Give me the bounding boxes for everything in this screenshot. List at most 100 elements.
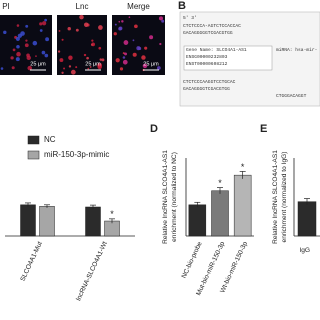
cell-dot — [16, 51, 21, 57]
cell-dot — [63, 67, 66, 70]
cell-dot — [26, 55, 31, 61]
cell-dot — [124, 52, 128, 56]
bar — [85, 206, 101, 237]
cell-dot — [41, 50, 46, 55]
scale-bar-label: 25 μm — [143, 61, 159, 67]
sequence-line: CTCTCCCA-AGTCTCCACCAC — [183, 23, 241, 29]
cell-dot — [83, 22, 89, 27]
cell-dot — [59, 58, 64, 63]
cell-dot — [15, 57, 20, 62]
cell-dot — [113, 32, 117, 36]
cell-dot — [12, 48, 16, 52]
scale-bar-label: 25 μm — [85, 61, 101, 67]
y-axis-label: enrichment (normalized to IgG) — [281, 152, 288, 243]
cell-dot — [141, 55, 146, 60]
cell-dot — [91, 39, 94, 42]
cell-dot — [58, 29, 61, 32]
cell-dot — [79, 14, 84, 20]
cell-dot — [25, 24, 29, 28]
cell-dot — [161, 19, 165, 23]
cell-dot — [98, 25, 103, 30]
cell-dot — [132, 39, 135, 42]
cell-dot — [11, 66, 15, 70]
cell-dot — [44, 18, 48, 22]
cell-dot — [39, 22, 43, 26]
cell-dot — [114, 23, 117, 26]
significance: * — [218, 178, 222, 188]
bar — [188, 204, 207, 237]
bar — [39, 206, 55, 237]
legend-swatch — [27, 150, 40, 160]
bar — [297, 201, 317, 237]
cell-dot — [99, 58, 102, 61]
cell-dot — [75, 28, 79, 32]
bar — [211, 190, 229, 237]
significance: * — [241, 162, 245, 172]
cell-dot — [35, 55, 37, 57]
cell-dot — [87, 67, 90, 70]
panel-label: E — [260, 123, 267, 135]
cell-dot — [97, 62, 103, 68]
cell-dot — [20, 31, 25, 36]
cell-dot — [68, 65, 72, 68]
cell-dot — [86, 56, 89, 60]
legend-label: miR-150-3p-mimic — [44, 150, 109, 159]
cell-dot — [15, 36, 20, 41]
cell-dot — [44, 53, 49, 58]
sequence-line: CTGGGACAGGT — [276, 93, 307, 99]
cell-dot — [32, 40, 38, 46]
cell-dot — [75, 66, 78, 69]
cell-dot — [149, 35, 154, 40]
cell-dot — [61, 38, 64, 41]
bar — [104, 220, 120, 237]
panel-label: D — [150, 123, 158, 135]
cell-dot — [25, 39, 28, 42]
cell-dot — [83, 53, 87, 57]
sequence-line: CTCTCCCAAGGTCCTGCAC — [183, 79, 236, 85]
bar — [20, 204, 36, 237]
cell-dot — [122, 56, 126, 59]
sequence-line: GACAGGGGTCGACGTGG — [183, 86, 230, 92]
cell-dot — [67, 26, 71, 31]
cell-dot — [128, 16, 131, 19]
cell-dot — [123, 40, 129, 45]
x-tick-label: IgG — [299, 247, 310, 254]
cell-dot — [119, 67, 124, 71]
sequence-line: ENST00000608212 — [186, 61, 228, 67]
legend-label: NC — [44, 135, 56, 144]
cell-dot — [156, 66, 161, 70]
bar — [233, 174, 252, 237]
cell-dot — [89, 66, 92, 68]
cell-dot — [16, 44, 20, 49]
x-tick-label: SLCO4A1-Mut — [19, 240, 44, 282]
cell-dot — [42, 21, 47, 26]
cell-dot — [122, 59, 128, 65]
cell-dot — [27, 65, 32, 71]
x-tick-label: NC-bio-probe — [181, 240, 204, 279]
cell-dot — [61, 71, 64, 74]
cell-dot — [118, 27, 122, 31]
cell-dot — [121, 20, 124, 23]
cell-dot — [144, 46, 148, 50]
y-axis-label: Relative lncRNA SLCO4A1-AS1 — [162, 150, 169, 244]
micrograph — [112, 15, 165, 75]
sequence-line: miRNA: hsa-mir- — [276, 47, 317, 53]
cell-dot — [101, 58, 105, 62]
cell-dot — [98, 46, 102, 50]
significance: * — [110, 209, 114, 219]
sequence-line: GACAGGGGGTCGACGTGG — [183, 30, 233, 36]
cell-dot — [57, 50, 61, 53]
sequence-line: Gene Name: SLCO4A1-AS1 — [186, 47, 247, 53]
cell-dot — [24, 43, 29, 48]
panel-label: B — [178, 0, 186, 12]
cell-dot — [3, 30, 7, 35]
cell-dot — [90, 44, 93, 46]
cell-dot — [134, 24, 138, 29]
y-axis-label: Relative lncRNA SLCO4A1-AS1 — [272, 150, 279, 244]
x-tick-label: lncRNA-SLCO4A1-Wt — [75, 240, 109, 302]
image-label: PI — [2, 2, 10, 11]
cell-dot — [132, 52, 137, 57]
cell-dot — [16, 24, 20, 27]
